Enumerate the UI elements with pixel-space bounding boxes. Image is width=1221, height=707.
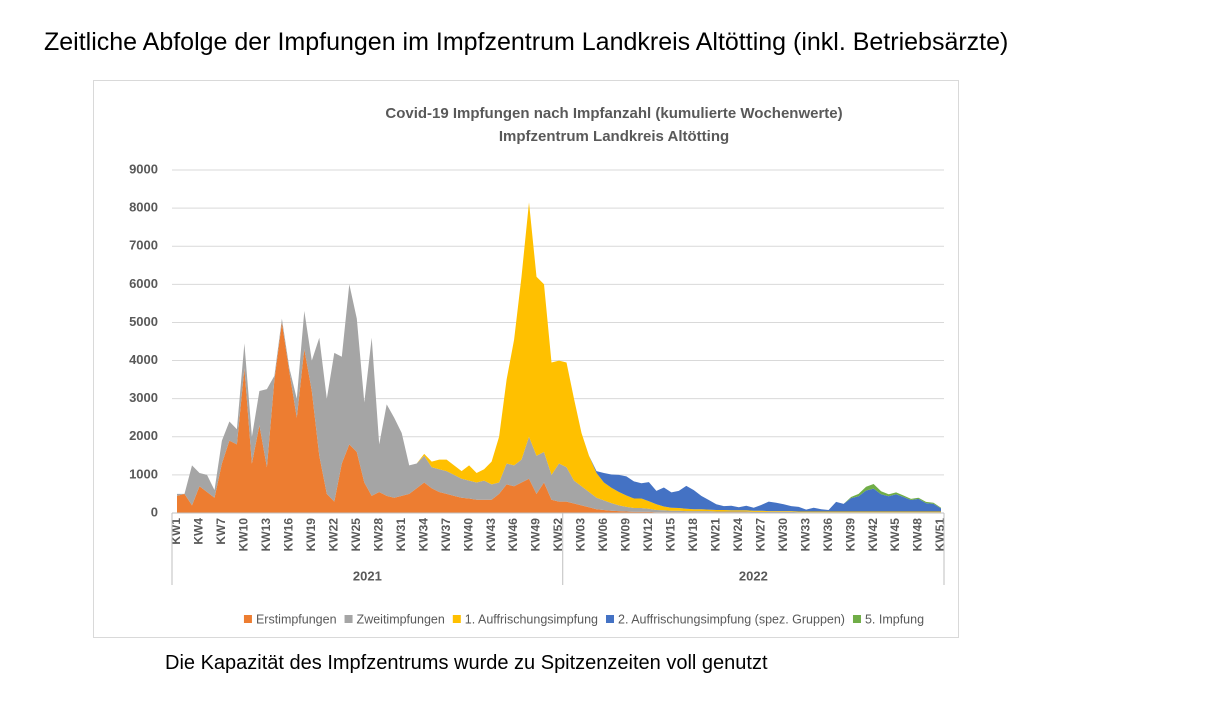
y-tick-label: 7000 [129, 238, 158, 253]
legend-swatch [344, 615, 353, 623]
x-tick-label: KW19 [304, 518, 318, 552]
x-tick-label: KW12 [641, 518, 655, 552]
legend-label: 2. Auffrischungsimpfung (spez. Gruppen) [618, 612, 845, 626]
x-tick-label: KW16 [282, 518, 296, 552]
x-tick-label: KW10 [237, 518, 251, 552]
x-tick-label: KW42 [866, 518, 880, 552]
x-tick-label: KW7 [214, 518, 228, 545]
x-tick-label: KW33 [798, 518, 812, 552]
y-tick-label: 0 [151, 504, 158, 519]
x-tick-label: KW4 [192, 518, 206, 545]
page-footer: Die Kapazität des Impfzentrums wurde zu … [165, 652, 768, 674]
legend-label: Erstimpfungen [256, 612, 337, 626]
x-tick-label: KW21 [708, 518, 722, 552]
x-tick-label: KW03 [574, 518, 588, 552]
x-tick-label: KW39 [843, 518, 857, 552]
x-tick-label: KW31 [394, 518, 408, 552]
x-tick-label: KW27 [753, 518, 767, 552]
legend-swatch [852, 615, 861, 623]
legend-swatch [605, 615, 614, 623]
chart-subtitle: Impfzentrum Landkreis Altötting [499, 128, 729, 145]
x-tick-label: KW37 [439, 518, 453, 552]
x-tick-label: KW49 [529, 518, 543, 552]
page-heading: Zeitliche Abfolge der Impfungen im Impfz… [44, 28, 1009, 56]
x-tick-label: KW34 [416, 518, 430, 552]
x-tick-label: KW51 [933, 518, 947, 552]
chart-title: Covid-19 Impfungen nach Impfanzahl (kumu… [385, 105, 842, 122]
legend-swatch [452, 615, 461, 623]
y-tick-label: 2000 [129, 428, 158, 443]
area [177, 202, 941, 513]
x-tick-label: KW15 [664, 518, 678, 552]
x-tick-label: KW13 [259, 518, 273, 552]
y-tick-label: 6000 [129, 276, 158, 291]
legend: Erstimpfungen Zweitimpfungen 1. Auffrischu… [243, 612, 924, 626]
x-tick-label: KW06 [596, 518, 610, 552]
x-tick-label: KW52 [551, 518, 565, 552]
group-label: 2022 [739, 568, 768, 583]
x-tick-label: KW46 [506, 518, 520, 552]
x-tick-label: KW28 [371, 518, 385, 552]
x-tick-label: KW1 [169, 518, 183, 545]
x-tick-label: KW43 [484, 518, 498, 552]
y-tick-label: 3000 [129, 390, 158, 405]
y-tick-label: 9000 [129, 161, 158, 176]
x-tick-label: KW09 [619, 518, 633, 552]
y-tick-label: 4000 [129, 352, 158, 367]
area [177, 322, 941, 513]
x-tick-label: KW40 [461, 518, 475, 552]
x-tick-label: KW45 [888, 518, 902, 552]
x-tick-label: KW18 [686, 518, 700, 552]
x-tick-label: KW24 [731, 518, 745, 552]
x-tick-label: KW48 [911, 518, 925, 552]
y-tick-label: 1000 [129, 466, 158, 481]
x-tick-label: KW22 [326, 518, 340, 552]
legend-swatch [243, 615, 252, 623]
x-tick-label: KW25 [349, 518, 363, 552]
y-tick-label: 8000 [129, 200, 158, 215]
area [177, 284, 941, 513]
legend-label: Zweitimpfungen [357, 612, 445, 626]
x-tick-label: KW30 [776, 518, 790, 552]
group-label: 2021 [353, 568, 382, 583]
y-tick-label: 5000 [129, 314, 158, 329]
legend-label: 1. Auffrischungsimpfung [465, 612, 598, 626]
x-tick-label: KW36 [821, 518, 835, 552]
legend-label: 5. Impfung [865, 612, 924, 626]
